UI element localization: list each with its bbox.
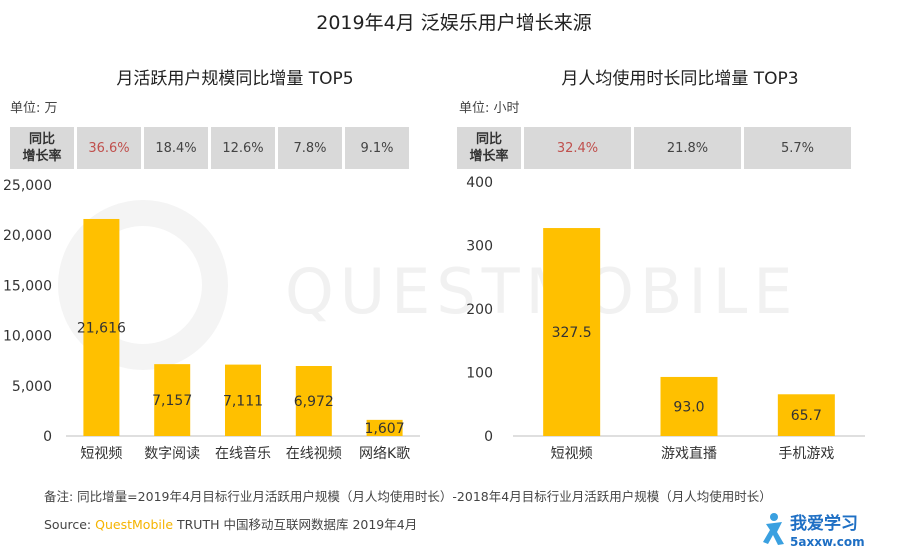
right-yoy-cell: 32.4% xyxy=(524,127,631,169)
left-y-tick-label: 25,000 xyxy=(3,178,52,194)
left-category-label: 数字阅读 xyxy=(144,445,200,462)
left-yoy-table: 同比 增长率 36.6% 18.4% 12.6% 7.8% 9.1% xyxy=(10,127,413,169)
right-y-tick-label: 0 xyxy=(484,429,493,445)
right-yoy-cell: 21.8% xyxy=(634,127,741,169)
right-bar-3 xyxy=(777,394,835,436)
right-category-label: 短视频 xyxy=(551,446,593,462)
left-yoy-cell: 9.1% xyxy=(345,127,409,169)
left-y-tick-label: 15,000 xyxy=(3,278,52,294)
right-data-label: 327.5 xyxy=(552,325,592,341)
right-bar-1 xyxy=(543,228,601,436)
right-y-tick-label: 100 xyxy=(466,366,493,382)
left-data-label: 7,111 xyxy=(223,393,263,409)
runner-icon xyxy=(763,513,784,545)
left-category-label: 在线音乐 xyxy=(215,445,271,462)
source-brand: QuestMobile xyxy=(95,517,174,532)
left-category-label: 网络K歌 xyxy=(359,446,410,462)
bar-charts: 0 5,000 10,000 15,000 20,000 25,000 21,616 短视频 7… xyxy=(3,175,865,462)
right-yoy-cell: 5.7% xyxy=(744,127,851,169)
right-category-label: 手机游戏 xyxy=(778,446,834,462)
right-data-label: 93.0 xyxy=(673,399,704,415)
watermark-text: QUESTMOBILE xyxy=(285,255,799,328)
right-unit-label: 单位: 小时 xyxy=(459,101,520,116)
right-chart-title: 月人均使用时长同比增量 TOP3 xyxy=(561,69,799,89)
left-y-tick-label: 10,000 xyxy=(3,329,52,345)
right-y-tick-label: 200 xyxy=(466,302,493,318)
main-title: 2019年4月 泛娱乐用户增长来源 xyxy=(316,12,592,34)
logo-domain: 5axxw.com xyxy=(790,535,865,549)
left-data-label: 21,616 xyxy=(77,320,126,336)
left-bar-3 xyxy=(225,364,261,436)
left-y-tick-label: 20,000 xyxy=(3,228,52,244)
right-data-label: 65.7 xyxy=(791,408,822,424)
left-yoy-cell: 12.6% xyxy=(211,127,275,169)
left-yoy-cell: 36.6% xyxy=(77,127,141,169)
left-yoy-cell: 18.4% xyxy=(144,127,208,169)
left-category-label: 短视频 xyxy=(80,446,122,462)
left-data-label: 7,157 xyxy=(152,393,192,409)
left-yoy-cell: 7.8% xyxy=(278,127,342,169)
logo-text: 我爱学习 xyxy=(790,513,858,534)
left-data-label: 6,972 xyxy=(294,394,334,410)
left-y-tick-label: 5,000 xyxy=(12,379,52,395)
left-chart-title: 月活跃用户规模同比增量 TOP5 xyxy=(116,69,354,89)
source-prefix: Source: xyxy=(44,517,92,532)
left-bar-2 xyxy=(154,364,191,436)
left-yoy-header: 同比 增长率 xyxy=(10,127,74,169)
source-rest: TRUTH 中国移动互联网数据库 2019年4月 xyxy=(173,517,418,532)
left-bar-1 xyxy=(83,218,120,436)
left-unit-label: 单位: 万 xyxy=(10,101,58,116)
left-bar-4 xyxy=(295,366,332,436)
right-yoy-header: 同比 增长率 xyxy=(457,127,521,169)
right-yoy-table: 同比 增长率 32.4% 21.8% 5.7% xyxy=(457,127,855,169)
site-logo: 我爱学习 5axxw.com xyxy=(763,513,865,549)
right-category-label: 游戏直播 xyxy=(661,445,717,462)
left-bar-5 xyxy=(366,419,403,436)
right-bar-2 xyxy=(660,376,718,436)
left-data-label: 1,607 xyxy=(365,421,405,437)
right-y-tick-label: 400 xyxy=(466,175,493,191)
right-y-tick-label: 300 xyxy=(466,239,493,255)
footnote: 备注: 同比增量=2019年4月目标行业月活跃用户规模（月人均使用时长）-201… xyxy=(44,489,772,504)
left-y-tick-label: 0 xyxy=(43,429,52,445)
left-category-label: 在线视频 xyxy=(286,446,342,462)
source-line: Source: QuestMobile TRUTH 中国移动互联网数据库 201… xyxy=(44,514,417,533)
